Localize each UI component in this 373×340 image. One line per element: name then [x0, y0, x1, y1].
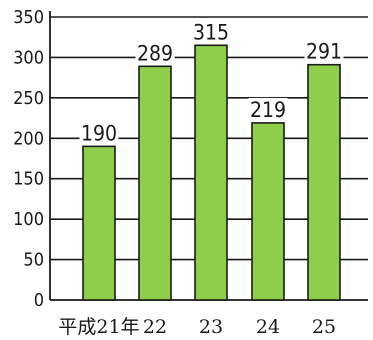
data-label-background [79, 121, 119, 144]
data-label: 315 [193, 20, 229, 44]
y-tick-label: 150 [13, 169, 44, 190]
data-label: 219 [250, 98, 286, 122]
y-tick-label: 0 [34, 290, 44, 311]
data-label: 289 [137, 41, 173, 65]
bar [138, 65, 172, 301]
bar [194, 44, 228, 301]
data-label: 291 [306, 40, 342, 64]
y-tick-label: 350 [13, 7, 44, 28]
data-label-background [248, 97, 288, 120]
x-tick-label: 22 [143, 316, 167, 338]
y-tick-label: 300 [13, 47, 44, 68]
x-tick-label: 25 [312, 316, 336, 338]
bar [82, 145, 116, 301]
y-tick-label: 250 [13, 88, 44, 109]
data-label-background [135, 41, 175, 64]
data-label-background [304, 39, 344, 62]
x-tick-label: 平成21年 [58, 316, 139, 338]
x-axis-ticks: 平成21年 22 23 24 25 [58, 316, 336, 338]
data-label-background [191, 20, 231, 43]
data-labels: 190 289 315 219 291 [79, 20, 344, 145]
bars [82, 44, 341, 301]
y-tick-label: 50 [23, 250, 44, 271]
data-label: 190 [81, 121, 117, 145]
x-tick-label: 24 [256, 316, 280, 338]
x-tick-label: 23 [199, 316, 223, 338]
bar [251, 122, 285, 301]
bar [307, 63, 341, 301]
y-tick-label: 100 [13, 209, 44, 230]
y-tick-label: 200 [13, 128, 44, 149]
y-axis-ticks: 0 50 100 150 200 250 300 350 [13, 7, 44, 311]
